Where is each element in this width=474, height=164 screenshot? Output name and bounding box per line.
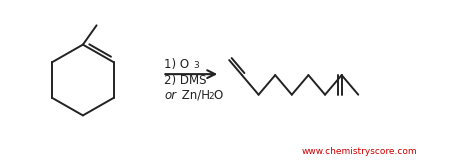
Text: Zn/H: Zn/H: [178, 89, 210, 102]
Text: O: O: [213, 89, 222, 102]
Text: 2) DMS: 2) DMS: [164, 74, 207, 87]
Text: or: or: [164, 89, 176, 102]
Text: 1) O: 1) O: [164, 58, 190, 71]
Text: 3: 3: [193, 61, 199, 70]
Text: www.chemistryscore.com: www.chemistryscore.com: [301, 147, 417, 156]
Text: 2: 2: [208, 92, 214, 101]
